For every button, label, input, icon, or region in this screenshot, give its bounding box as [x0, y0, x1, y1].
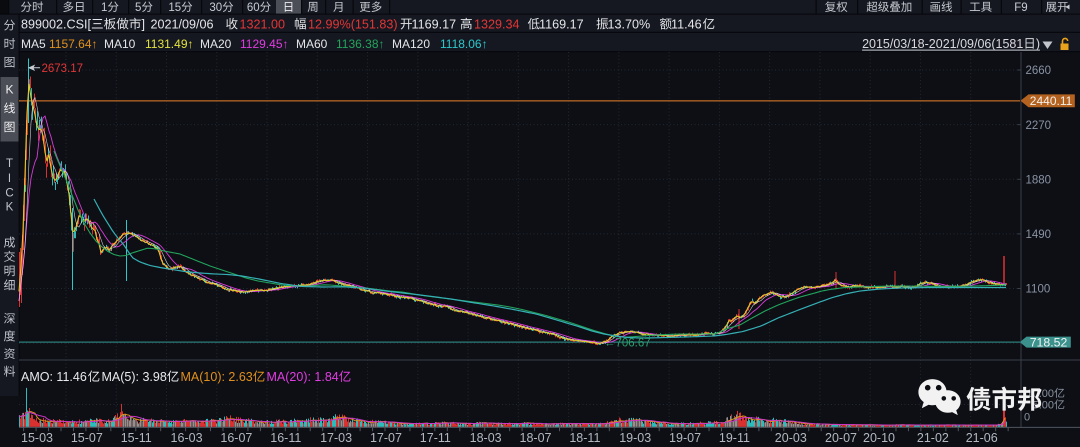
svg-text:17-07: 17-07 [370, 431, 402, 445]
svg-text:0: 0 [1024, 412, 1030, 424]
svg-text:1169.17: 1169.17 [412, 17, 457, 31]
svg-text:K: K [6, 201, 14, 213]
svg-text:MA(10): 2.63: MA(10): 2.63 [181, 370, 253, 384]
svg-text:16-11: 16-11 [270, 431, 301, 445]
svg-text:2673.17: 2673.17 [42, 63, 84, 75]
svg-text:15-07: 15-07 [71, 431, 103, 445]
svg-text:21-02: 21-02 [917, 431, 949, 445]
svg-text:2270: 2270 [1026, 120, 1052, 132]
svg-text:20-10: 20-10 [863, 431, 895, 445]
svg-text:16-07: 16-07 [220, 431, 252, 445]
svg-text:MA60: MA60 [296, 37, 328, 51]
svg-text:←706.67: ←706.67 [604, 338, 651, 350]
svg-text:I: I [8, 173, 11, 185]
svg-text:MA10: MA10 [104, 37, 136, 51]
svg-text:2660: 2660 [1026, 65, 1052, 77]
svg-text:MA20: MA20 [200, 37, 232, 51]
svg-text:20-07: 20-07 [825, 431, 857, 445]
svg-text:1136.38↑: 1136.38↑ [336, 37, 385, 51]
svg-text:15-11: 15-11 [121, 431, 152, 445]
svg-text:19-03: 19-03 [619, 431, 651, 445]
svg-text:1321.00: 1321.00 [240, 17, 286, 31]
svg-text:5: 5 [135, 2, 141, 14]
svg-text:1129.45↑: 1129.45↑ [240, 37, 289, 51]
svg-text:1157.64↑: 1157.64↑ [49, 37, 98, 51]
svg-text:5.00: 5.00 [1033, 400, 1054, 412]
svg-text:18-07: 18-07 [520, 431, 552, 445]
svg-text:19-11: 19-11 [719, 431, 750, 445]
svg-text:21-06: 21-06 [966, 431, 998, 445]
svg-text:C: C [5, 188, 13, 200]
svg-text:2015/03/18-2021/09/06(1581: 2015/03/18-2021/09/06(1581 [862, 37, 1023, 51]
svg-text:11.46: 11.46 [671, 17, 702, 31]
svg-text:18-03: 18-03 [470, 431, 502, 445]
svg-text:19-07: 19-07 [669, 431, 701, 445]
svg-text:899002.CSI[: 899002.CSI[ [21, 17, 92, 31]
svg-text:MA(5): 3.98: MA(5): 3.98 [102, 370, 167, 384]
svg-text:13.70%: 13.70% [608, 17, 651, 31]
svg-text:MA(20): 1.84: MA(20): 1.84 [267, 370, 339, 384]
svg-text:2440.11: 2440.11 [1030, 94, 1073, 108]
svg-text:15: 15 [168, 2, 181, 14]
svg-text:30: 30 [209, 2, 222, 14]
svg-text:17-03: 17-03 [320, 431, 352, 445]
svg-text:MA120: MA120 [392, 37, 430, 51]
svg-text:1169.17: 1169.17 [539, 17, 584, 31]
svg-text:): ) [1036, 37, 1040, 51]
svg-text:16-03: 16-03 [171, 431, 203, 445]
svg-text:1880: 1880 [1026, 175, 1052, 187]
svg-text:12.99%(151.83): 12.99%(151.83) [308, 17, 398, 31]
svg-text:1118.06↑: 1118.06↑ [440, 37, 488, 51]
svg-text:1490: 1490 [1026, 229, 1052, 241]
svg-text:1100: 1100 [1026, 284, 1051, 296]
svg-text:]: ] [141, 17, 145, 31]
svg-text:K: K [6, 83, 14, 97]
svg-text:718.52: 718.52 [1030, 335, 1068, 349]
svg-text:17-11: 17-11 [420, 431, 451, 445]
svg-text:1: 1 [101, 2, 107, 14]
svg-text:20-03: 20-03 [775, 431, 807, 445]
svg-text:18-11: 18-11 [569, 431, 600, 445]
svg-text:MA5: MA5 [21, 37, 46, 51]
svg-text:T: T [6, 158, 13, 170]
svg-text:15-03: 15-03 [21, 431, 53, 445]
svg-text:1329.34: 1329.34 [474, 17, 520, 31]
svg-text:F9: F9 [1014, 2, 1027, 14]
svg-text:2021/09/06: 2021/09/06 [151, 17, 214, 31]
svg-text:60: 60 [247, 2, 260, 14]
svg-text:1131.49↑: 1131.49↑ [145, 37, 194, 51]
svg-text:AMO: 11.46: AMO: 11.46 [21, 370, 87, 384]
